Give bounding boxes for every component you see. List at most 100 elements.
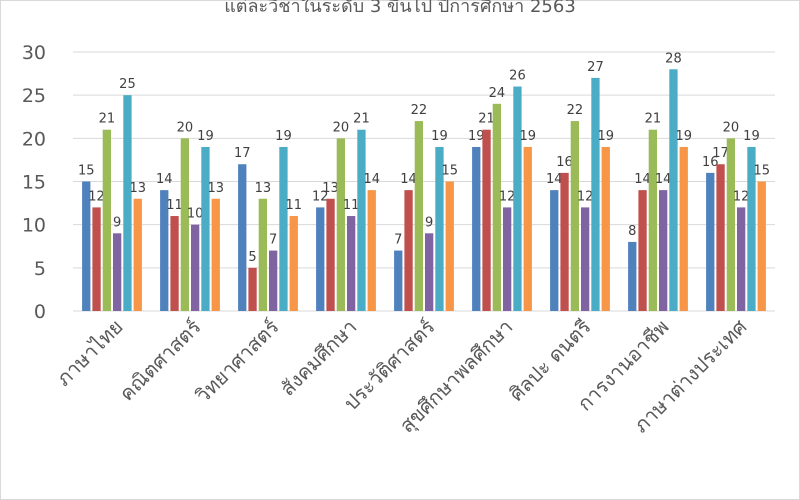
data-label: 14 — [400, 172, 417, 187]
bar — [669, 69, 678, 312]
bar — [404, 190, 413, 311]
y-tick-label: 10 — [22, 215, 46, 237]
bar — [523, 146, 532, 311]
data-label: 12 — [577, 189, 594, 204]
y-tick-label: 0 — [34, 301, 46, 323]
data-label: 13 — [207, 181, 224, 196]
bar — [601, 146, 610, 311]
data-label: 19 — [468, 129, 485, 144]
data-label: 19 — [597, 129, 614, 144]
bar — [726, 138, 735, 311]
bar — [92, 207, 101, 311]
bar — [414, 121, 423, 311]
data-label: 21 — [478, 112, 495, 127]
bar — [82, 181, 91, 311]
bar — [435, 146, 444, 311]
bar — [747, 146, 756, 311]
bar — [757, 181, 766, 311]
bar — [180, 138, 189, 311]
data-label: 17 — [712, 146, 729, 161]
data-label: 14 — [363, 172, 380, 187]
bar — [367, 190, 376, 311]
x-tick-label: วิทยาศาสตร์ — [191, 314, 284, 407]
data-label: 27 — [587, 60, 604, 75]
data-label: 28 — [665, 51, 682, 66]
y-tick-label: 20 — [22, 128, 46, 150]
bar — [445, 181, 454, 311]
y-tick-label: 25 — [22, 85, 46, 107]
bar — [482, 129, 491, 311]
bar — [550, 190, 559, 311]
data-label: 16 — [702, 155, 719, 170]
data-label: 15 — [753, 164, 770, 179]
bar — [160, 190, 169, 311]
bar — [737, 207, 746, 311]
data-label: 22 — [567, 103, 584, 118]
data-label: 13 — [255, 181, 272, 196]
y-tick-label: 15 — [22, 172, 46, 194]
data-label: 11 — [285, 198, 302, 213]
data-label: 13 — [322, 181, 339, 196]
bar — [336, 138, 345, 311]
data-label: 26 — [509, 69, 526, 84]
bar — [269, 250, 278, 311]
data-label: 19 — [743, 129, 760, 144]
data-label: 13 — [129, 181, 146, 196]
data-label: 12 — [733, 189, 750, 204]
bar — [706, 172, 715, 311]
data-label: 11 — [166, 198, 183, 213]
bar — [513, 86, 522, 312]
bar — [581, 207, 590, 311]
data-label: 5 — [248, 250, 256, 265]
data-label: 10 — [187, 207, 204, 222]
data-label: 14 — [156, 172, 173, 187]
data-label: 7 — [269, 233, 277, 248]
bar — [570, 121, 579, 311]
bar — [472, 146, 481, 311]
bar — [357, 129, 366, 311]
bar — [248, 267, 257, 311]
data-label: 20 — [177, 120, 194, 135]
data-label: 12 — [499, 189, 516, 204]
chart-title: แต่ละวิชาในระดับ 3 ขึ้นไป ปีการศึกษา 256… — [224, 0, 576, 17]
bar — [326, 198, 335, 311]
data-label: 17 — [234, 146, 251, 161]
bar — [591, 77, 600, 312]
data-label: 15 — [78, 164, 95, 179]
data-label: 19 — [275, 129, 292, 144]
bar — [133, 198, 142, 311]
bar — [659, 190, 668, 311]
data-label: 25 — [119, 77, 136, 92]
bar — [279, 146, 288, 311]
bar — [289, 216, 298, 311]
data-label: 11 — [343, 198, 360, 213]
data-label: 19 — [431, 129, 448, 144]
y-tick-label: 5 — [34, 258, 46, 280]
bar — [503, 207, 512, 311]
bar — [238, 164, 247, 311]
bar — [628, 241, 637, 311]
bar — [201, 146, 210, 311]
bar — [113, 233, 122, 311]
data-label: 12 — [88, 189, 105, 204]
data-label: 9 — [113, 215, 121, 230]
data-label: 12 — [312, 189, 329, 204]
data-label: 21 — [645, 112, 662, 127]
data-label: 24 — [489, 86, 506, 101]
data-label: 21 — [353, 112, 370, 127]
bar — [211, 198, 220, 311]
data-label: 20 — [333, 120, 350, 135]
bar — [648, 129, 657, 311]
bar — [258, 198, 267, 311]
data-label: 14 — [546, 172, 563, 187]
data-label: 9 — [425, 215, 433, 230]
data-label: 7 — [394, 233, 402, 248]
bar — [394, 250, 403, 311]
bar — [123, 95, 132, 312]
data-label: 19 — [519, 129, 536, 144]
y-tick-label: 30 — [22, 42, 46, 64]
data-label: 21 — [99, 112, 116, 127]
bar — [679, 146, 688, 311]
data-label: 14 — [634, 172, 651, 187]
bar — [316, 207, 325, 311]
